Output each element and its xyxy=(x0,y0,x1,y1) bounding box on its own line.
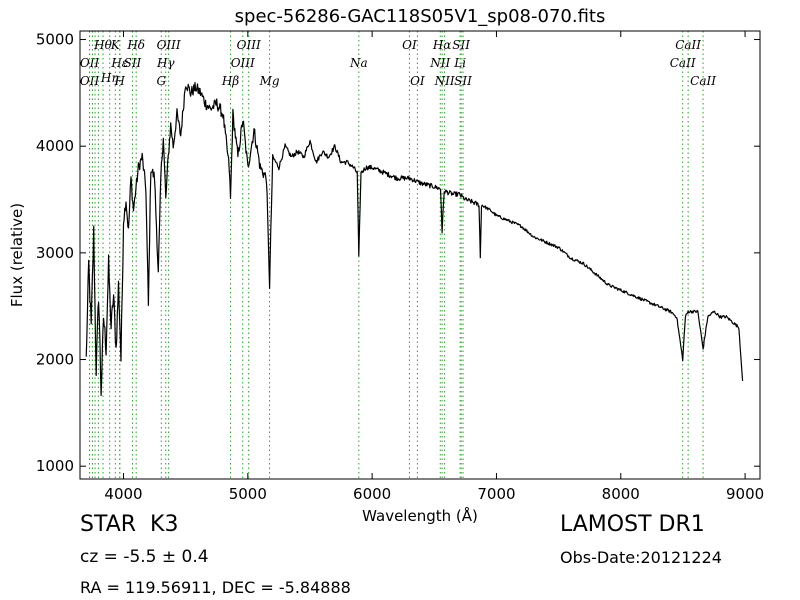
spectral-line-label: CaII xyxy=(690,74,716,88)
spectral-line-label: OI xyxy=(410,74,425,88)
spectral-line-label: SII xyxy=(452,38,470,52)
flux-line xyxy=(85,81,744,397)
y-tick-label: 1000 xyxy=(36,457,74,475)
spectral-line-markers: OIIOIIHθHηKHεHSIIHδGHγOIIIHβOIIIOIIIMgNa… xyxy=(80,31,716,479)
survey-name: LAMOST DR1 xyxy=(560,512,705,537)
spectral-line-label: OII xyxy=(80,74,100,88)
spectral-line-label: G xyxy=(157,74,167,88)
spectral-line-label: SII xyxy=(454,74,472,88)
y-axis-label: Flux (relative) xyxy=(8,203,26,307)
x-tick-label: 7000 xyxy=(477,485,515,503)
spectral-line-label: H xyxy=(114,74,126,88)
spectral-line-label: Li xyxy=(453,56,466,70)
y-tick-label: 5000 xyxy=(36,31,74,49)
spectral-line-label: Hδ xyxy=(126,38,145,52)
flux-series xyxy=(85,81,744,397)
spectral-line-label: OIII xyxy=(157,38,181,52)
y-tick-label: 3000 xyxy=(36,244,74,262)
spectral-line-label: Hβ xyxy=(221,74,239,88)
axis-ticks: 4000 5000 6000 7000 8000 9000 1000 2000 3000 4000… xyxy=(36,31,764,503)
x-tick-label: 9000 xyxy=(726,485,764,503)
spectral-line-label: Na xyxy=(349,56,368,70)
spectral-line-label: Hα xyxy=(432,38,452,52)
spectral-line-label: CaII xyxy=(670,56,696,70)
object-subclass: K3 xyxy=(150,512,179,537)
x-axis-label: Wavelength (Å) xyxy=(362,506,478,525)
x-tick-label: 6000 xyxy=(353,485,391,503)
x-tick-label: 5000 xyxy=(229,485,267,503)
spectral-line-label: Hθ xyxy=(93,38,112,52)
y-tick-label: 2000 xyxy=(36,351,74,369)
x-tick-label: 8000 xyxy=(602,485,640,503)
coordinates: RA = 119.56911, DEC = -5.84888 xyxy=(80,578,351,597)
x-tick-label: 4000 xyxy=(104,485,142,503)
spectral-line-label: NII xyxy=(434,74,455,88)
object-class: STAR xyxy=(80,512,137,537)
spectral-line-label: OI xyxy=(402,38,417,52)
plot-frame xyxy=(79,30,761,480)
spectral-line-label: CaII xyxy=(675,38,701,52)
spectral-line-label: Mg xyxy=(259,74,280,88)
spectral-line-label: SII xyxy=(124,56,142,70)
redshift-value: cz = -5.5 ± 0.4 xyxy=(80,547,209,567)
spectral-line-label: OIII xyxy=(231,56,255,70)
spectral-line-label: K xyxy=(110,38,121,52)
observation-date: Obs-Date:20121224 xyxy=(560,548,722,567)
spectral-line-label: Hη xyxy=(100,71,119,85)
chart-title: spec-56286-GAC118S05V1_sp08-070.fits xyxy=(235,6,606,27)
y-tick-label: 4000 xyxy=(36,137,74,155)
spectral-line-label: Hγ xyxy=(156,56,175,70)
spectral-line-label: OIII xyxy=(237,38,261,52)
spectral-line-label: NII xyxy=(429,56,450,70)
classification: STAR K3 xyxy=(80,512,178,537)
